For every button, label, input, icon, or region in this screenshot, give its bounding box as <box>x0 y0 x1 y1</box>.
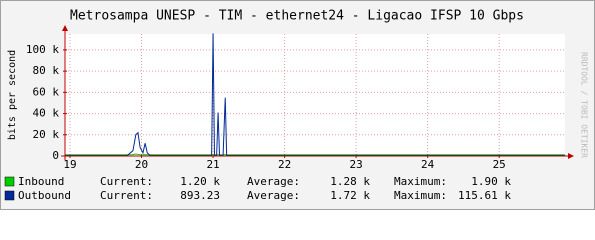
x-tick-label: 22 <box>278 158 291 171</box>
y-tick-label: 40 k <box>33 107 60 120</box>
x-tick-label: 19 <box>63 158 76 171</box>
x-tick-label: 25 <box>493 158 506 171</box>
stat-value: 893.23 <box>180 189 220 202</box>
x-tick-label: 20 <box>135 158 148 171</box>
stat-value: 115.61 k <box>458 189 511 202</box>
series-line <box>65 33 565 156</box>
y-tick-label: 60 k <box>33 85 60 98</box>
x-tick-label: 24 <box>421 158 435 171</box>
stat-label: Maximum: <box>394 189 447 202</box>
stat-label: Current: <box>100 189 153 202</box>
y-tick-label: 20 k <box>33 128 60 141</box>
stat-label: Maximum: <box>394 175 447 188</box>
page: Metrosampa UNESP - TIM - ethernet24 - Li… <box>0 0 595 210</box>
legend-swatch <box>4 190 15 201</box>
stat-label: Current: <box>100 175 153 188</box>
stat-label: Average: <box>247 189 300 202</box>
y-tick-label: 0 <box>52 149 59 162</box>
stat-label: Average: <box>247 175 300 188</box>
stat-value: 1.90 k <box>471 175 511 188</box>
y-axis-label: bits per second <box>7 50 18 140</box>
watermark: RRDTOOL / TOBI OETIKER <box>580 52 589 158</box>
y-tick-label: 100 k <box>26 43 59 56</box>
legend-swatch <box>4 176 15 187</box>
chart: Metrosampa UNESP - TIM - ethernet24 - Li… <box>0 0 595 210</box>
y-axis-arrow <box>62 25 68 31</box>
stat-value: 1.20 k <box>180 175 220 188</box>
x-tick-label: 23 <box>350 158 363 171</box>
legend-label: Inbound <box>18 175 64 188</box>
stat-value: 1.72 k <box>330 189 370 202</box>
legend-label: Outbound <box>18 189 71 202</box>
x-tick-label: 21 <box>206 158 219 171</box>
x-axis-arrow <box>568 153 574 159</box>
chart-title: Metrosampa UNESP - TIM - ethernet24 - Li… <box>70 9 524 24</box>
stat-value: 1.28 k <box>330 175 370 188</box>
plot-area <box>65 34 565 156</box>
y-tick-label: 80 k <box>33 64 60 77</box>
